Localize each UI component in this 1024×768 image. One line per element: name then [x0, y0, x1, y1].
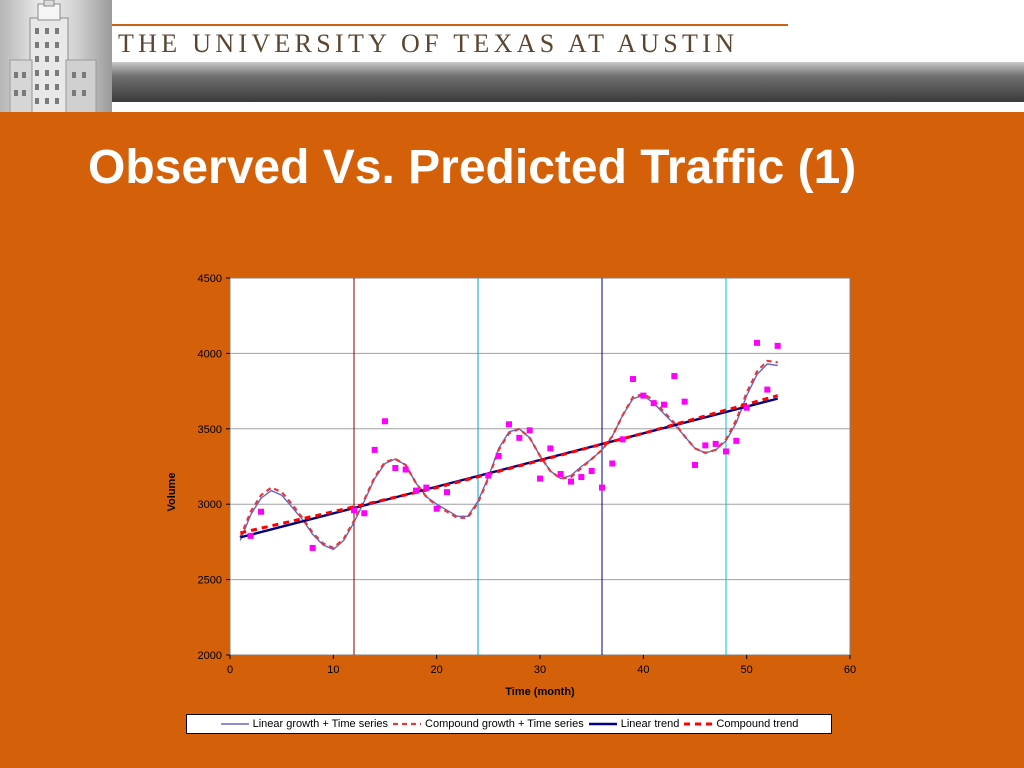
observed-point — [361, 510, 368, 517]
observed-point — [578, 474, 585, 481]
legend-swatch — [393, 722, 422, 726]
observed-point — [247, 532, 254, 539]
observed-point — [516, 434, 523, 441]
legend-item: Linear growth + Time series — [220, 718, 388, 730]
observed-point — [599, 484, 605, 491]
observed-point — [588, 468, 595, 475]
x-axis-label: Time (month) — [505, 686, 575, 698]
observed-point — [557, 471, 564, 478]
observed-point — [526, 427, 533, 434]
observed-point — [382, 418, 388, 425]
x-tick-label: 50 — [741, 664, 753, 676]
observed-point — [733, 437, 740, 444]
observed-point — [258, 508, 264, 515]
x-tick-label: 30 — [534, 664, 546, 676]
legend-item: Linear trend — [588, 718, 680, 730]
observed-point — [743, 404, 750, 411]
tower-icon — [9, 0, 97, 112]
y-tick-label: 3000 — [198, 499, 222, 511]
series-line-compound-growth-time-series — [239, 359, 778, 550]
observed-point — [309, 544, 316, 551]
observed-point — [630, 376, 636, 383]
observed-point — [568, 478, 574, 485]
observed-point — [485, 472, 492, 479]
chart: 2000 2500 3000 3500 4000 4500 0 10 20 30 40 50 60 Vo… — [160, 262, 860, 742]
tower-logo — [0, 0, 112, 112]
slide-title: Observed Vs. Predicted Traffic (1) — [88, 141, 857, 194]
legend-swatch — [684, 722, 713, 726]
observed-point — [681, 398, 688, 405]
y-tick-label: 4500 — [198, 273, 222, 285]
observed-point — [619, 436, 626, 443]
chart-legend: Linear growth + Time series Compound grow… — [186, 714, 832, 734]
legend-label: Linear growth + Time series — [252, 718, 389, 730]
header-banner: THE UNIVERSITY OF TEXAS AT AUSTIN — [0, 0, 1024, 112]
legend-item: Compound trend — [683, 718, 798, 730]
observed-point — [495, 452, 502, 459]
observed-point — [433, 505, 440, 512]
legend-label: Compound growth + Time series — [425, 718, 584, 730]
chart-plot: 2000 2500 3000 3500 4000 4500 0 10 20 30 40 50 60 — [198, 273, 857, 676]
observed-point — [650, 400, 657, 407]
observed-point — [609, 460, 616, 467]
observed-point — [640, 392, 647, 399]
observed-point — [702, 442, 709, 449]
x-tick-label: 0 — [227, 664, 233, 676]
legend-item: Compound growth + Time series — [392, 718, 584, 730]
observed-point — [764, 386, 771, 393]
x-tick-label: 40 — [637, 664, 649, 676]
observed-point — [402, 466, 409, 473]
observed-point — [754, 339, 760, 346]
plot-area — [229, 277, 851, 656]
observed-point — [723, 448, 729, 455]
y-axis-label: Volume — [166, 472, 178, 512]
y-tick-label: 3500 — [198, 424, 222, 436]
observed-point — [547, 445, 554, 452]
y-tick-label: 4000 — [198, 348, 222, 360]
x-tick-label: 20 — [431, 664, 443, 676]
header-rule — [108, 24, 788, 26]
legend-swatch — [588, 722, 617, 726]
observed-point — [712, 440, 719, 447]
observed-point — [392, 465, 399, 472]
university-name: THE UNIVERSITY OF TEXAS AT AUSTIN — [118, 29, 739, 58]
observed-point — [661, 401, 667, 408]
observed-point — [423, 484, 430, 491]
observed-point — [506, 421, 512, 428]
observed-point — [671, 373, 678, 380]
x-tick-label: 10 — [327, 664, 339, 676]
observed-point — [537, 475, 543, 482]
series-line-linear-growth-time-series — [239, 363, 778, 551]
observed-point — [774, 342, 781, 349]
legend-label: Linear trend — [620, 718, 680, 730]
observed-point — [413, 487, 419, 494]
y-tick-label: 2500 — [198, 575, 222, 587]
observed-point — [371, 446, 378, 453]
header-band — [90, 62, 1024, 102]
legend-swatch — [220, 723, 249, 725]
x-tick-label: 60 — [844, 664, 856, 676]
observed-point — [444, 489, 450, 496]
observed-point — [692, 461, 698, 468]
y-tick-label: 2000 — [198, 650, 222, 662]
legend-label: Compound trend — [716, 718, 799, 730]
observed-point — [351, 507, 357, 514]
